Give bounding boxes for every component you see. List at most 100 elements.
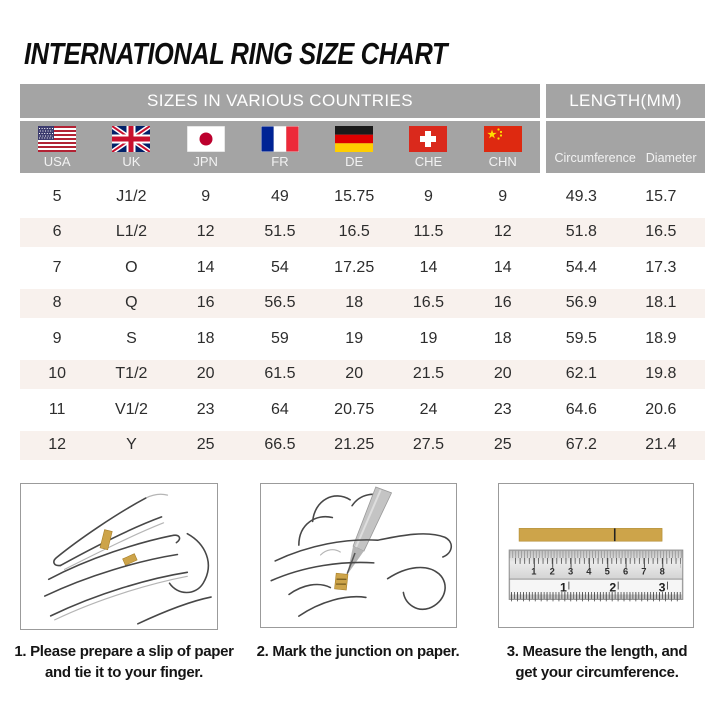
china-flag-icon <box>483 126 522 152</box>
table-cell: 12 <box>196 223 215 241</box>
table-cell: 49.3 <box>565 187 597 205</box>
table-cell: 14 <box>196 258 215 276</box>
ruler-number: 7 <box>641 567 646 577</box>
column-usa: USA <box>20 121 94 173</box>
column-jpn: JPN <box>169 121 243 173</box>
table-cell: 16.5 <box>645 223 677 241</box>
length-group-header-label: LENGTH(MM) <box>569 91 682 110</box>
table-cell: 59.5 <box>565 329 597 347</box>
uk-flag-icon <box>112 126 151 152</box>
country-code-label: CHE <box>414 154 443 169</box>
table-cell: 8 <box>52 294 62 312</box>
table-cell: 18.9 <box>645 329 677 347</box>
table-cell: 9 <box>424 187 433 205</box>
table-cell: 12 <box>493 223 512 241</box>
size-table: SIZES IN VARIOUS COUNTRIES LENGTH(MM) <box>20 84 705 463</box>
country-code-label: USA <box>43 154 71 169</box>
table-cell: 49 <box>271 187 289 205</box>
paper-strip-with-mark <box>518 528 663 542</box>
table-cell: 9 <box>498 187 508 205</box>
table-cell: 20.6 <box>645 400 677 418</box>
table-cell: 23 <box>493 400 512 418</box>
table-cell: Y <box>126 436 137 454</box>
caption-line: and tie it to your finger. <box>44 664 204 681</box>
table-cell: J1/2 <box>116 187 147 205</box>
ruler-number: 2 <box>550 567 555 577</box>
table-cell: 14 <box>493 258 512 276</box>
column-fr: FR <box>243 121 317 173</box>
table-row: 10 T1/2 20 61.5 20 21.5 20 62.1 19.8 <box>20 356 705 392</box>
table-cell: 6 <box>52 223 62 241</box>
table-cell: 21.25 <box>334 436 375 454</box>
table-cell: 64.6 <box>565 400 597 418</box>
length-columns: Circumference Diameter <box>546 121 705 173</box>
ruler-number: 1 <box>531 567 536 577</box>
table-cell: 66.5 <box>264 436 296 454</box>
table-cell: 11.5 <box>413 223 444 241</box>
table-cell: 14 <box>419 258 438 276</box>
table-cell: 7 <box>52 258 62 276</box>
country-code-label: JPN <box>193 154 218 169</box>
caption-line: get your circumference. <box>515 664 679 681</box>
paper-strip <box>99 529 113 551</box>
table-cell: 61.5 <box>264 365 296 383</box>
pen-tip <box>347 546 364 575</box>
pen-marking-junction-illustration <box>270 486 452 617</box>
country-columns: USA UK <box>20 121 540 173</box>
table-row: 5 J1/2 9 49 15.75 9 9 49.3 15.7 <box>20 179 705 215</box>
france-flag-icon <box>260 126 299 152</box>
germany-flag-icon <box>335 126 374 152</box>
table-cell: V1/2 <box>114 400 148 418</box>
table-cell: 25 <box>196 436 215 454</box>
table-cell: 9 <box>52 329 62 347</box>
table-cell: 17.3 <box>645 258 677 276</box>
usa-flag-icon <box>38 126 77 152</box>
table-cell: 20 <box>345 365 364 383</box>
table-cell: 56.5 <box>264 294 296 312</box>
circumference-column-label: Circumference <box>554 151 636 165</box>
table-cell: 19 <box>419 329 438 347</box>
table-cell: 16.5 <box>412 294 445 312</box>
table-cell: L1/2 <box>115 223 147 241</box>
ruler-number: 2 <box>609 580 616 594</box>
table-cell: 51.8 <box>565 223 597 241</box>
table-cell: 27.5 <box>412 436 445 454</box>
countries-group-header: SIZES IN VARIOUS COUNTRIES <box>20 84 540 118</box>
table-cell: 62.1 <box>565 365 597 383</box>
table-cell: 16 <box>493 294 512 312</box>
table-cell: 21.4 <box>645 436 677 454</box>
japan-flag-icon <box>186 126 225 152</box>
instruction-illustration-2 <box>260 483 457 628</box>
paper-strip-end <box>122 553 138 566</box>
table-cell: 9 <box>201 187 211 205</box>
table-cell: 20 <box>493 365 512 383</box>
ruler-number: 3 <box>659 580 666 594</box>
table-cell: O <box>125 258 138 276</box>
table-cell: 11 <box>48 400 66 418</box>
diameter-column-label: Diameter <box>645 151 697 165</box>
table-cell: 20.75 <box>334 400 375 418</box>
table-cell: 18 <box>493 329 512 347</box>
table-cell: 24 <box>419 400 438 418</box>
table-row: 12 Y 25 66.5 21.25 27.5 25 67.2 21.4 <box>20 427 705 463</box>
ruler-number: 6 <box>623 567 628 577</box>
table-cell: 20 <box>196 365 215 383</box>
table-cell: S <box>126 329 137 347</box>
table-cell: 16.5 <box>338 223 370 241</box>
table-body: 5 J1/2 9 49 15.75 9 9 49.3 15.7 6 L1/2 12 51.5 16.5 11… <box>20 179 705 463</box>
column-chn: CHN <box>466 121 540 173</box>
switzerland-flag-icon <box>409 126 448 152</box>
ruler: 1 2 3 4 5 6 7 8 1 2 3 <box>508 549 684 602</box>
table-cell: 16 <box>196 294 215 312</box>
ruler-number: 1 <box>560 580 567 594</box>
column-che: CHE <box>391 121 465 173</box>
ruler-number: 4 <box>586 567 592 577</box>
countries-group-header-label: SIZES IN VARIOUS COUNTRIES <box>146 91 414 110</box>
table-cell: 59 <box>271 329 289 347</box>
table-cell: 15.75 <box>334 187 375 205</box>
table-row: 11 V1/2 23 64 20.75 24 23 64.6 20.6 <box>20 392 705 428</box>
country-code-label: UK <box>122 154 141 169</box>
table-row: 7 O 14 54 17.25 14 14 54.4 17.3 <box>20 250 705 286</box>
table-cell: 23 <box>196 400 215 418</box>
table-cell: 18 <box>196 329 215 347</box>
